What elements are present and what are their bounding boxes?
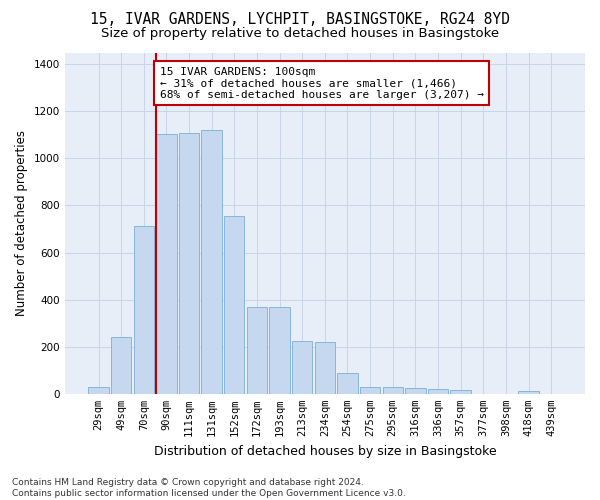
Bar [337, 372, 358, 394]
Bar [247, 306, 267, 394]
Bar [518, 392, 539, 394]
X-axis label: Distribution of detached houses by size in Basingstoke: Distribution of detached houses by size … [154, 444, 496, 458]
Text: 15 IVAR GARDENS: 100sqm
← 31% of detached houses are smaller (1,466)
68% of semi: 15 IVAR GARDENS: 100sqm ← 31% of detache… [160, 66, 484, 100]
Y-axis label: Number of detached properties: Number of detached properties [15, 130, 28, 316]
Bar [428, 389, 448, 394]
Bar [156, 134, 176, 394]
Bar [269, 306, 290, 394]
Bar [292, 341, 313, 394]
Bar [111, 338, 131, 394]
Bar [360, 386, 380, 394]
Bar [88, 386, 109, 394]
Bar [179, 132, 199, 394]
Bar [224, 216, 244, 394]
Bar [134, 226, 154, 394]
Bar [383, 386, 403, 394]
Text: 15, IVAR GARDENS, LYCHPIT, BASINGSTOKE, RG24 8YD: 15, IVAR GARDENS, LYCHPIT, BASINGSTOKE, … [90, 12, 510, 28]
Bar [314, 342, 335, 394]
Bar [202, 130, 222, 394]
Text: Size of property relative to detached houses in Basingstoke: Size of property relative to detached ho… [101, 28, 499, 40]
Bar [405, 388, 425, 394]
Bar [451, 390, 471, 394]
Text: Contains HM Land Registry data © Crown copyright and database right 2024.
Contai: Contains HM Land Registry data © Crown c… [12, 478, 406, 498]
